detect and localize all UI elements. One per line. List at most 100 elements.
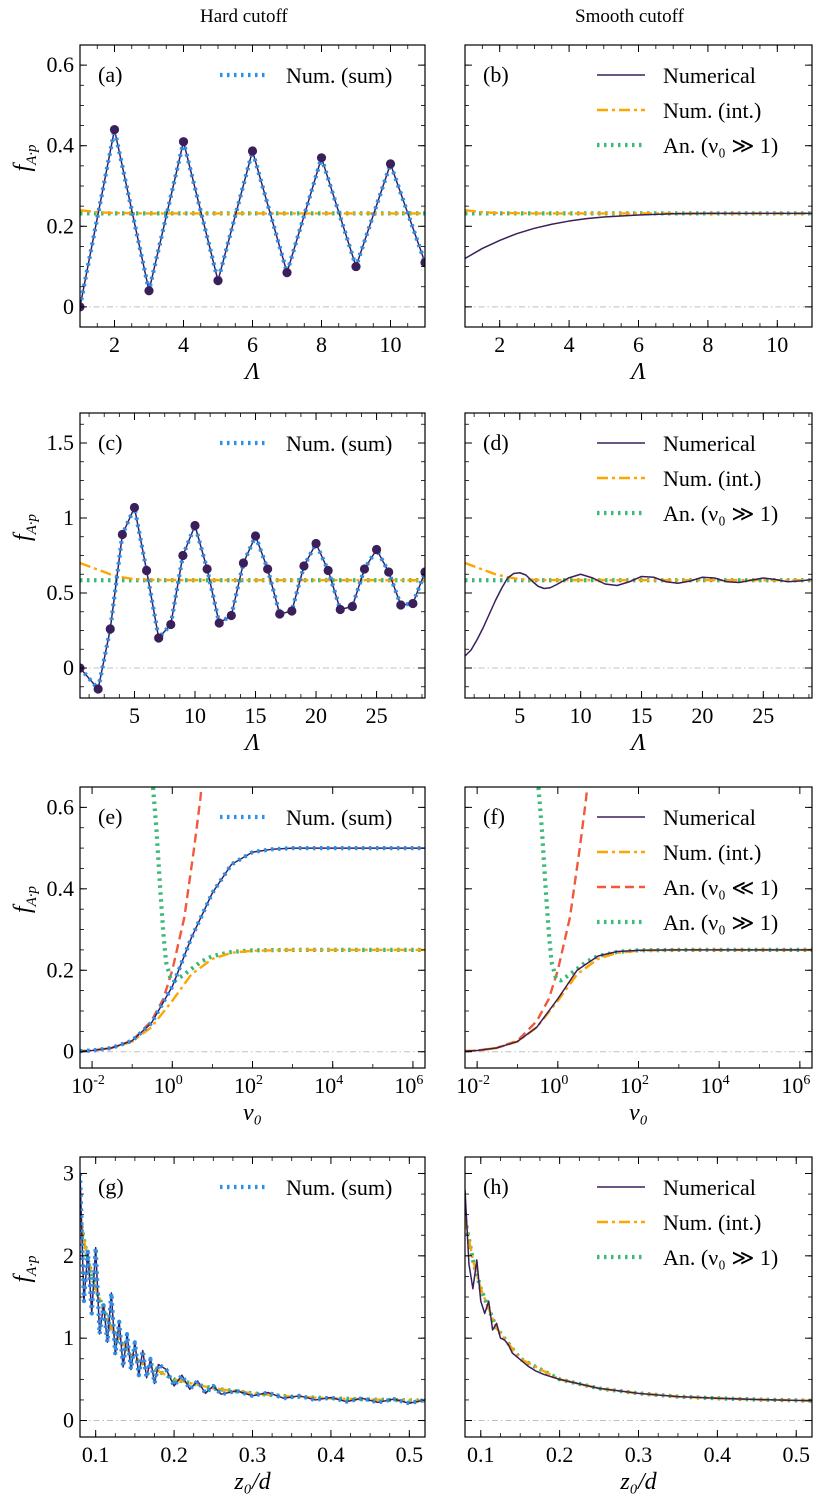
x-tick-label: 106 [394, 1073, 423, 1098]
legend: Numerical Num. (int.) An. (ν₀ ≪ 1) An. (ν₀ … [597, 805, 778, 935]
series-line-num_int [80, 1218, 425, 1402]
series-line-num_int [80, 561, 425, 582]
series-line-numerical [465, 949, 812, 1052]
x-tick-label: 0.5 [782, 1442, 810, 1467]
x-axis-label: ν₀ [629, 1100, 648, 1126]
legend-label-an_small: An. (ν₀ ≪ 1) [663, 875, 778, 900]
y-tick-label: 0 [63, 655, 74, 680]
data-point-numerical [178, 550, 188, 561]
data-point-numerical [238, 558, 249, 568]
legend-label-an_large: An. (ν₀ ≫ 1) [663, 501, 778, 526]
data-point-numerical [371, 544, 382, 555]
y-tick-label: 0 [63, 1039, 74, 1064]
y-tick-label: 0.2 [47, 957, 75, 982]
panel-h: 0.1 0.2 0.3 0.4 0.5 z₀/d (h) Numerical Num. (int… [464, 1156, 813, 1495]
x-axis-label: Λ [629, 359, 646, 385]
x-tick-label: 104 [701, 1073, 730, 1098]
data-point-numerical [250, 531, 261, 541]
x-tick-label: 100 [539, 1073, 568, 1098]
y-tick-label: 2 [63, 1243, 74, 1268]
data-point-numerical [213, 276, 223, 286]
legend-label-an_large: An. (ν₀ ≫ 1) [663, 133, 778, 158]
x-tick-label: 6 [633, 332, 644, 357]
data-point-numerical [385, 159, 396, 169]
legend: Num. (sum) [220, 1175, 392, 1200]
x-tick-label: 10 [184, 703, 206, 728]
y-tick-label: 0.4 [47, 133, 75, 158]
legend-label-an_large: An. (ν₀ ≫ 1) [663, 910, 778, 935]
data-point-numerical [214, 618, 224, 628]
panel-a: 2 4 6 8 10 0 0.2 0.4 0.6 ΛfA·p (a) Num. (sum) [10, 44, 426, 385]
legend-label-num_sum: Num. (sum) [286, 63, 392, 88]
x-tick-label: 102 [234, 1073, 263, 1098]
x-tick-label: 5 [514, 703, 525, 728]
x-tick-label: 0.5 [396, 1442, 424, 1467]
series-group [465, 787, 812, 1053]
x-tick-label: 0.2 [160, 1442, 188, 1467]
series-line-an_small [465, 787, 589, 1053]
y-axis-label: fA·p [10, 1255, 40, 1283]
legend-label-numerical: Numerical [663, 63, 756, 88]
series-line-num_int [465, 561, 812, 582]
data-point-numerical [141, 565, 152, 576]
y-tick-label: 1 [63, 1325, 74, 1350]
y-tick-label: 0.4 [47, 876, 75, 901]
legend-label-num_sum: Num. (sum) [286, 431, 392, 456]
legend-label-num_int: Num. (int.) [663, 840, 761, 865]
y-tick-label: 0.6 [47, 52, 75, 77]
legend: Num. (sum) [220, 431, 392, 456]
panel-f: 10-2 100 102 104 106 ν₀ (f) Numerical Num. (int.… [456, 786, 813, 1126]
series-group [465, 561, 812, 657]
x-tick-label: 0.4 [317, 1442, 345, 1467]
panel-label: (g) [98, 1174, 124, 1199]
series-line-an_large [150, 787, 425, 983]
series-group [465, 208, 812, 260]
y-tick-label: 1 [63, 505, 74, 530]
x-tick-label: 10 [570, 703, 592, 728]
legend: Num. (sum) [220, 63, 392, 88]
data-point-numerical [299, 561, 309, 571]
x-tick-label: 15 [245, 703, 267, 728]
x-axis-label: Λ [243, 730, 260, 756]
x-tick-label: 4 [178, 332, 189, 357]
series-group [80, 787, 425, 1054]
x-tick-label: 15 [631, 703, 653, 728]
data-point-numerical [109, 125, 120, 135]
data-point-numerical [247, 146, 258, 156]
series-line-an_large [536, 787, 812, 983]
data-point-numerical [347, 601, 357, 612]
x-tick-label: 10 [380, 332, 402, 357]
axes-frame [464, 412, 813, 699]
legend-label-numerical: Numerical [663, 805, 756, 830]
x-tick-label: 25 [752, 703, 774, 728]
data-point-numerical [335, 604, 345, 615]
series-line-numerical [465, 1189, 812, 1402]
legend-label-num_int: Num. (int.) [663, 466, 761, 491]
y-tick-label: 3 [63, 1160, 74, 1185]
data-point-numerical [226, 610, 236, 621]
panel-g: 0.1 0.2 0.3 0.4 0.5 0 1 2 3 z₀/d fA·p (g) Num. (sum) [10, 1156, 426, 1495]
legend-label-numerical: Numerical [663, 431, 756, 456]
data-point-numerical [275, 609, 285, 619]
data-point-numerical [396, 600, 406, 610]
x-tick-label: 100 [154, 1073, 183, 1098]
panel-label: (f) [483, 804, 505, 829]
legend: Num. (sum) [220, 805, 392, 830]
data-point-numerical [166, 619, 176, 630]
series-line-an_large [80, 1218, 425, 1403]
series-line-num_int [465, 948, 812, 1053]
x-tick-label: 10-2 [71, 1073, 105, 1098]
y-tick-label: 0 [63, 294, 74, 319]
data-point-numerical [351, 261, 361, 272]
panel-label: (d) [483, 430, 509, 455]
data-point-numerical [287, 606, 297, 616]
panel-label: (c) [98, 430, 122, 455]
legend: Numerical Num. (int.) An. (ν₀ ≫ 1) [597, 431, 778, 526]
x-axis-label: Λ [629, 730, 646, 756]
x-tick-label: 0.3 [625, 1442, 653, 1467]
series-group [80, 1173, 425, 1406]
legend-label-num_int: Num. (int.) [663, 98, 761, 123]
series-group [80, 125, 425, 312]
legend-label-num_sum: Num. (sum) [286, 1175, 392, 1200]
